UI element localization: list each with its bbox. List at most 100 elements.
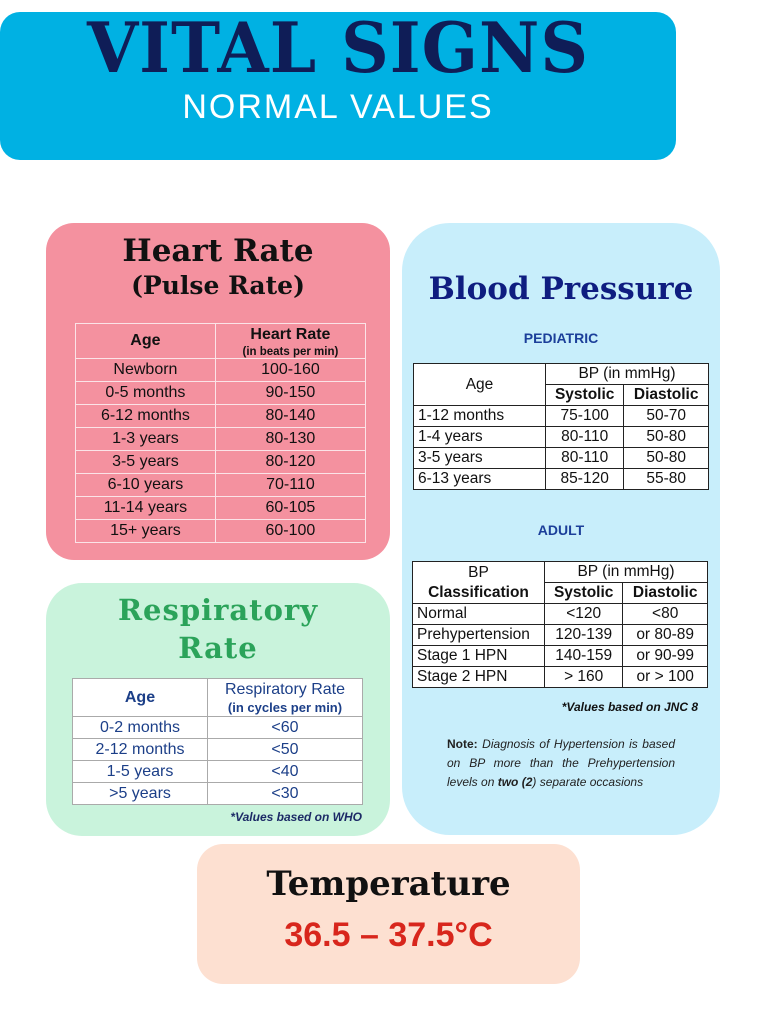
respiratory-rate-panel: Respiratory Rate Age Respiratory Rate (in… [46,583,390,836]
temperature-panel: Temperature 36.5 – 37.5°C [197,844,580,984]
row-value: > 160 [543,666,624,688]
col-heart-rate-unit: (in beats per min) [242,346,339,358]
row-value: or > 100 [622,666,708,688]
row-label: 2-12 months [72,738,208,761]
row-label: >5 years [72,782,208,805]
row-value: <60 [207,716,363,739]
row-value: 55-80 [623,468,709,490]
bp-footnote: *Values based on JNC 8 [561,700,698,714]
respiratory-title-1: Respiratory [117,593,319,627]
page-subtitle: NORMAL VALUES [182,88,494,126]
col-classification: BP Classification [412,561,545,604]
hypertension-note: Note: Diagnosis of Hypertension is based… [447,735,675,792]
row-label: 3-5 years [75,450,216,474]
table-row: Newborn 100-160 [75,358,367,382]
header-banner: VITAL SIGNS NORMAL VALUES [0,7,676,160]
row-value: 100-160 [214,358,367,382]
temperature-title: Temperature [266,864,511,904]
row-label: Stage 1 HPN [412,645,545,667]
row-value: 60-105 [214,496,367,520]
table-row: 6-13 years 85-120 55-80 [413,468,709,490]
col-diastolic: Diastolic [622,582,708,604]
col-heart-rate-label: Heart Rate [250,326,331,343]
row-value: 50-80 [623,426,709,448]
row-value: <80 [622,603,708,625]
pediatric-bp-table: Age BP (in mmHg) Systolic Diastolic 1-12 m… [413,363,709,490]
row-value: <50 [207,738,363,761]
row-label: 1-4 years [413,426,546,448]
row-label: 1-3 years [75,427,216,451]
row-label: Normal [412,603,545,625]
row-value: 60-100 [214,519,367,543]
row-value: 80-130 [214,427,367,451]
table-row: 1-3 years 80-130 [75,427,367,451]
col-age: Age [75,323,216,359]
row-value: 85-120 [544,468,625,490]
row-value: or 80-89 [622,624,708,646]
adult-bp-table: BP Classification BP (in mmHg) Systolic Dia… [412,561,708,688]
note-text-2: ) separate occasions [532,775,644,789]
row-value: 120-139 [543,624,624,646]
row-label: 0-2 months [72,716,208,739]
row-label: Stage 2 HPN [412,666,545,688]
table-row: 1-12 months 75-100 50-70 [413,405,709,427]
row-label: 3-5 years [413,447,546,469]
heart-rate-table: Age Heart Rate (in beats per min) Newborn… [75,323,367,543]
row-value: <40 [207,760,363,783]
row-label: 6-10 years [75,473,216,497]
row-value: 80-120 [214,450,367,474]
col-age: Age [72,678,208,717]
note-label: Note: [447,737,478,751]
col-diastolic: Diastolic [623,384,709,406]
row-label: Newborn [75,358,216,382]
page-title: VITAL SIGNS [86,7,590,89]
row-value: 75-100 [544,405,625,427]
blood-pressure-title: Blood Pressure [428,271,694,307]
table-row: >5 years <30 [72,782,363,805]
row-value: 50-70 [623,405,709,427]
row-label: 1-5 years [72,760,208,783]
col-classification-line1: BP [468,563,489,581]
table-row: 3-5 years 80-110 50-80 [413,447,709,469]
row-value: 80-140 [214,404,367,428]
table-row: Stage 1 HPN 140-159 or 90-99 [412,645,708,667]
row-value: 80-110 [544,426,625,448]
row-label: 0-5 months [75,381,216,405]
note-bold: two (2 [497,775,533,789]
row-value: 50-80 [623,447,709,469]
row-value: 70-110 [214,473,367,497]
table-row: 6-12 months 80-140 [75,404,367,428]
col-classification-line2: Classification [428,583,529,601]
row-value: 140-159 [543,645,624,667]
blood-pressure-panel: Blood Pressure PEDIATRIC Age BP (in mmHg)… [402,223,720,835]
table-row: 2-12 months <50 [72,738,363,761]
row-label: 6-12 months [75,404,216,428]
row-label: 11-14 years [75,496,216,520]
col-resp-rate-unit: (in cycles per min) [227,700,343,715]
respiratory-title-2: Rate [178,631,258,665]
heart-rate-panel: Heart Rate (Pulse Rate) Age Heart Rate (i… [46,223,390,560]
col-heart-rate: Heart Rate (in beats per min) [214,323,367,359]
table-row: 11-14 years 60-105 [75,496,367,520]
table-row: 1-4 years 80-110 50-80 [413,426,709,448]
table-row: 0-5 months 90-150 [75,381,367,405]
row-value: <120 [543,603,624,625]
respiratory-rate-table: Age Respiratory Rate (in cycles per min) … [72,678,363,805]
temperature-value: 36.5 – 37.5°C [284,916,493,954]
row-value: 90-150 [214,381,367,405]
table-row: 3-5 years 80-120 [75,450,367,474]
row-label: Prehypertension [412,624,545,646]
table-row: Stage 2 HPN > 160 or > 100 [412,666,708,688]
note-text-1: Diagnosis of Hypertension is based on BP… [447,737,675,789]
row-value: 80-110 [544,447,625,469]
row-value: or 90-99 [622,645,708,667]
table-row: Normal <120 <80 [412,603,708,625]
row-label: 1-12 months [413,405,546,427]
col-bp: BP (in mmHg) [544,561,708,583]
col-bp: BP (in mmHg) [545,363,709,385]
table-row: Prehypertension 120-139 or 80-89 [412,624,708,646]
adult-label: ADULT [537,522,585,538]
heart-rate-subtitle: (Pulse Rate) [131,271,305,300]
row-label: 6-13 years [413,468,546,490]
respiratory-footnote: *Values based on WHO [230,810,362,824]
